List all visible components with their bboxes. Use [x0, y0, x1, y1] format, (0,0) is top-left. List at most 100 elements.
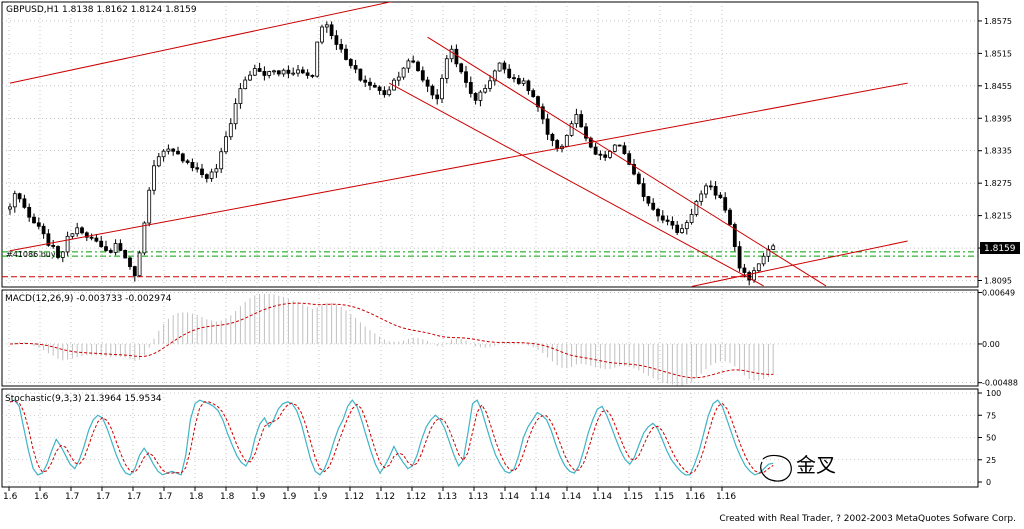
time-tick-label: 1.6 [34, 492, 49, 502]
bull-candle [449, 48, 454, 60]
time-tick-label: 1.16 [685, 492, 705, 502]
bear-candle [257, 68, 262, 72]
time-tick-label: 1.7 [127, 492, 141, 502]
bear-candle [329, 24, 334, 37]
bear-candle [132, 266, 137, 277]
order-label: #41086 buy [6, 250, 56, 259]
bull-candle [60, 251, 65, 258]
bull-candle [161, 150, 166, 158]
bull-candle [612, 144, 617, 152]
bull-candle [228, 123, 233, 138]
bear-candle [430, 85, 435, 96]
bear-candle [108, 250, 113, 253]
stochastic-tick-label: 50 [986, 434, 996, 443]
bear-candle [459, 63, 464, 73]
bear-candle [473, 93, 478, 101]
bull-candle [219, 151, 224, 170]
time-tick-label: 1.6 [3, 492, 18, 502]
bear-candle [665, 219, 670, 222]
bear-candle [728, 209, 732, 225]
bear-candle [420, 70, 425, 81]
bull-candle [209, 171, 214, 179]
bear-candle [89, 236, 94, 239]
trendline [427, 36, 827, 287]
bear-candle [632, 163, 636, 175]
bull-candle [401, 67, 406, 78]
bear-candle [94, 237, 99, 242]
bull-candle [497, 62, 502, 72]
bull-candle [65, 235, 70, 253]
macd-axis: 0.00649 0.00 -0.00488 [978, 288, 1018, 388]
time-tick-label: 1.7 [158, 492, 172, 502]
bull-candle [569, 123, 574, 136]
bull-candle [752, 270, 756, 281]
macd-label: MACD(12,26,9) -0.003733 -0.002974 [5, 294, 172, 304]
bear-candle [536, 96, 540, 108]
bear-candle [80, 227, 84, 234]
time-tick-label: 1.9 [282, 492, 297, 502]
bull-candle [233, 103, 238, 125]
bear-candle [670, 221, 675, 226]
bull-candle [75, 227, 80, 235]
bear-candle [300, 69, 305, 74]
bear-candle [200, 168, 204, 175]
bull-candle [694, 200, 699, 215]
bull-candle [406, 60, 411, 69]
bull-candle [291, 72, 296, 75]
bear-candle [593, 146, 598, 155]
bull-candle [70, 233, 75, 237]
time-tick-label: 1.15 [623, 492, 643, 502]
bull-candle [147, 189, 152, 224]
bull-candle [396, 76, 401, 81]
bull-candle [296, 69, 300, 74]
time-tick-label: 1.12 [344, 492, 364, 502]
bull-candle [478, 91, 483, 101]
bull-candle [113, 243, 118, 253]
last-price-marker [980, 242, 1020, 254]
bear-candle [276, 70, 281, 75]
bear-candle [742, 267, 747, 273]
bear-candle [180, 153, 185, 162]
bear-candle [41, 225, 46, 235]
bear-candle [310, 75, 315, 77]
bear-candle [660, 215, 665, 221]
bear-candle [411, 60, 416, 63]
bear-candle [603, 154, 608, 158]
bear-candle [545, 118, 550, 135]
bear-candle [353, 65, 358, 70]
macd-panel[interactable] [1, 289, 979, 387]
bear-candle [36, 222, 41, 227]
time-tick-label: 1.14 [499, 492, 519, 502]
bear-candle [627, 153, 632, 165]
bear-candle [464, 71, 468, 83]
stochastic-series [9, 399, 774, 476]
price-tick-label: 1.8575 [984, 17, 1012, 26]
bear-candle [454, 48, 459, 65]
bear-candle [190, 162, 195, 169]
bear-candle [104, 246, 108, 251]
time-tick-label: 1.12 [375, 492, 395, 502]
time-tick-label: 1.7 [65, 492, 79, 502]
bear-candle [416, 61, 420, 72]
bear-candle [579, 114, 584, 128]
bull-candle [238, 88, 243, 104]
bear-candle [17, 193, 22, 200]
price-tick-label: 1.8215 [984, 212, 1012, 221]
main-panel[interactable] [1, 1, 979, 288]
bear-candle [656, 208, 660, 217]
macd-signal-line [9, 302, 774, 379]
time-tick-label: 1.9 [313, 492, 328, 502]
price-tick-label: 1.8455 [984, 82, 1012, 91]
bull-candle [137, 252, 142, 277]
symbol-header: GBPUSD,H1 1.8138 1.8162 1.8124 1.8159 [6, 5, 197, 15]
bull-candle [8, 206, 12, 210]
bull-candle [387, 89, 392, 96]
bear-candle [732, 224, 737, 247]
bull-candle [521, 80, 526, 84]
bear-candle [382, 90, 387, 96]
macd-series [9, 293, 774, 386]
bear-candle [286, 69, 291, 74]
stochastic-tick-label: 0 [986, 478, 991, 487]
trendlines[interactable] [9, 0, 908, 287]
